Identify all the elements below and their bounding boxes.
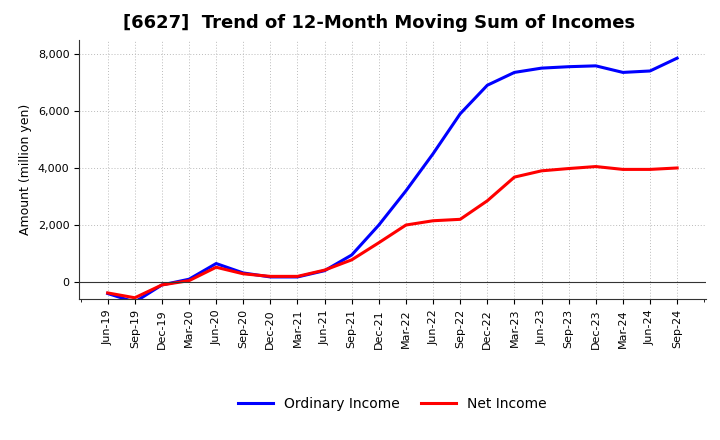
Ordinary Income: [646, 68, 654, 73]
Net Income: [618, 167, 627, 172]
Legend: Ordinary Income, Net Income: Ordinary Income, Net Income: [233, 392, 552, 417]
Net Income: [510, 175, 518, 180]
Net Income: [428, 218, 437, 224]
Text: [6627]  Trend of 12-Month Moving Sum of Incomes: [6627] Trend of 12-Month Moving Sum of I…: [123, 15, 635, 33]
Ordinary Income: [239, 270, 248, 275]
Net Income: [348, 257, 356, 263]
Net Income: [320, 268, 329, 273]
Net Income: [564, 166, 573, 171]
Ordinary Income: [104, 291, 112, 296]
Net Income: [374, 240, 383, 246]
Ordinary Income: [537, 66, 546, 71]
Ordinary Income: [130, 299, 139, 304]
Line: Ordinary Income: Ordinary Income: [108, 58, 677, 302]
Net Income: [104, 290, 112, 296]
Ordinary Income: [672, 55, 681, 61]
Net Income: [672, 165, 681, 171]
Net Income: [130, 295, 139, 301]
Ordinary Income: [402, 188, 410, 194]
Net Income: [293, 274, 302, 279]
Net Income: [402, 222, 410, 227]
Ordinary Income: [185, 277, 194, 282]
Ordinary Income: [293, 274, 302, 279]
Ordinary Income: [212, 261, 220, 266]
Ordinary Income: [564, 64, 573, 70]
Net Income: [266, 274, 275, 279]
Ordinary Income: [320, 268, 329, 273]
Ordinary Income: [428, 151, 437, 156]
Net Income: [456, 216, 464, 222]
Ordinary Income: [483, 83, 492, 88]
Net Income: [239, 271, 248, 276]
Ordinary Income: [510, 70, 518, 75]
Ordinary Income: [266, 274, 275, 279]
Net Income: [537, 168, 546, 173]
Ordinary Income: [374, 222, 383, 227]
Net Income: [212, 264, 220, 270]
Ordinary Income: [348, 253, 356, 258]
Line: Net Income: Net Income: [108, 167, 677, 298]
Y-axis label: Amount (million yen): Amount (million yen): [19, 104, 32, 235]
Ordinary Income: [618, 70, 627, 75]
Net Income: [646, 167, 654, 172]
Net Income: [185, 278, 194, 283]
Net Income: [158, 282, 166, 288]
Net Income: [591, 164, 600, 169]
Net Income: [483, 198, 492, 203]
Ordinary Income: [158, 282, 166, 288]
Ordinary Income: [456, 111, 464, 117]
Ordinary Income: [591, 63, 600, 69]
